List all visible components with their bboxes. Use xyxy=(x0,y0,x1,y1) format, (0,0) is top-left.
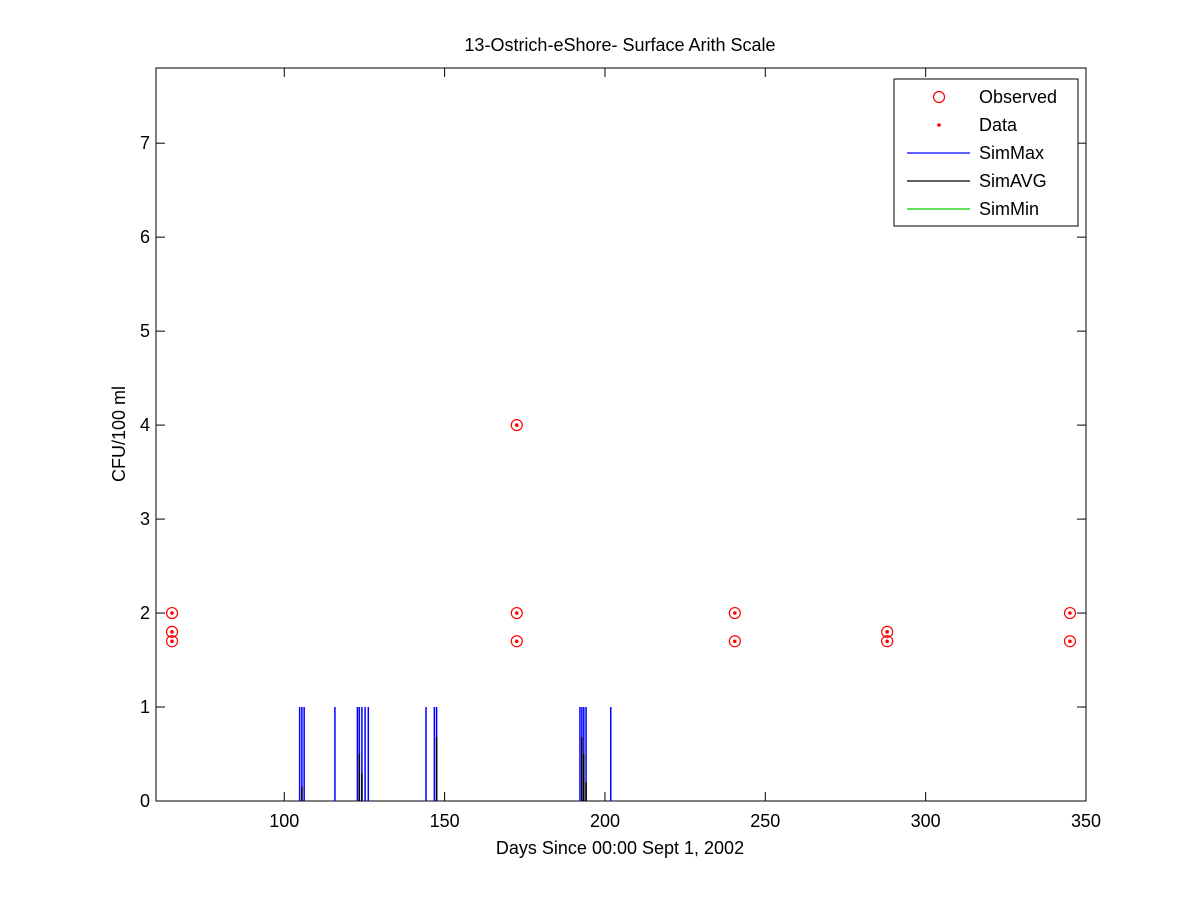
x-tick-label: 350 xyxy=(1071,811,1101,831)
y-tick-label: 4 xyxy=(140,415,150,435)
y-tick-label: 6 xyxy=(140,227,150,247)
observed-points xyxy=(165,419,1077,648)
data-marker xyxy=(1068,639,1072,644)
chart-title: 13-Ostrich-eShore- Surface Arith Scale xyxy=(464,35,775,55)
y-tick-label: 0 xyxy=(140,791,150,811)
data-marker xyxy=(170,639,174,644)
simulation-lines xyxy=(298,707,612,801)
observed-marker xyxy=(165,625,179,638)
x-tick-label: 300 xyxy=(911,811,941,831)
observed-marker xyxy=(728,635,741,648)
x-axis: 100 150 200 250 300 350 xyxy=(269,68,1101,831)
observed-marker xyxy=(510,635,523,648)
data-marker xyxy=(170,630,174,634)
plot-area-frame xyxy=(155,67,1087,802)
data-marker xyxy=(170,611,174,615)
observed-marker xyxy=(165,606,179,620)
legend-simavg-label: SimAVG xyxy=(979,171,1047,191)
observed-marker xyxy=(510,419,523,432)
legend-observed-marker xyxy=(932,90,946,104)
data-marker xyxy=(514,639,519,644)
x-tick-label: 250 xyxy=(750,811,780,831)
observed-marker xyxy=(881,625,894,638)
y-axis-label: CFU/100 ml xyxy=(109,386,129,482)
data-marker xyxy=(514,423,519,427)
x-axis-label: Days Since 00:00 Sept 1, 2002 xyxy=(496,838,744,858)
observed-marker xyxy=(728,606,741,620)
data-marker xyxy=(1068,611,1072,615)
legend-simmax-label: SimMax xyxy=(979,143,1044,163)
data-marker xyxy=(885,639,889,644)
y-tick-label: 1 xyxy=(140,697,150,717)
legend: Observed Data SimMax SimAVG SimMin xyxy=(893,78,1079,227)
data-marker xyxy=(885,630,889,634)
y-tick-label: 7 xyxy=(140,133,150,153)
x-tick-label: 150 xyxy=(430,811,460,831)
observed-marker xyxy=(881,635,894,648)
observed-marker xyxy=(1063,606,1077,620)
legend-data-marker xyxy=(937,123,941,127)
data-marker xyxy=(733,611,737,615)
y-tick-label: 2 xyxy=(140,603,150,623)
x-tick-label: 200 xyxy=(590,811,620,831)
x-tick-label: 100 xyxy=(269,811,299,831)
legend-data-label: Data xyxy=(979,115,1018,135)
y-axis: 0 1 2 3 4 5 6 7 xyxy=(140,133,1086,811)
observed-marker xyxy=(165,635,179,648)
observed-marker xyxy=(510,606,523,620)
legend-observed-label: Observed xyxy=(979,87,1057,107)
y-tick-label: 3 xyxy=(140,509,150,529)
data-marker xyxy=(733,639,737,644)
y-tick-label: 5 xyxy=(140,321,150,341)
data-marker xyxy=(514,611,519,615)
observed-marker xyxy=(1063,635,1077,648)
legend-simmin-label: SimMin xyxy=(979,199,1039,219)
